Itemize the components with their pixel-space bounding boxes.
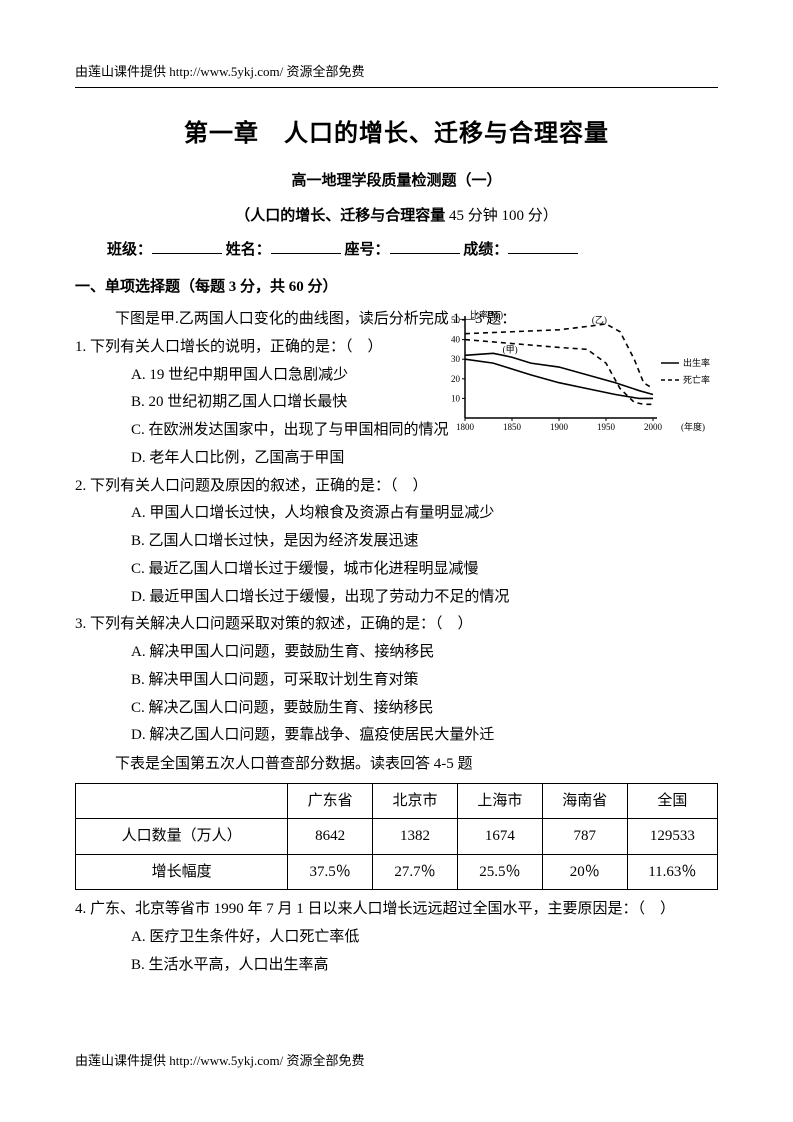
q1-d: D. 老年人口比例，乙国高于甲国 [75, 445, 718, 473]
th-bj: 北京市 [373, 783, 458, 819]
r1-c2: 1382 [373, 819, 458, 855]
svg-text:比率(‰): 比率(‰) [470, 309, 503, 320]
score-blank[interactable] [508, 240, 578, 254]
q2: 2. 下列有关人口问题及原因的叙述，正确的是：（ ） A. 甲国人口增长过快，人… [75, 473, 718, 612]
title-info-time: 45 分钟 100 分） [449, 208, 558, 224]
q3-b: B. 解决甲国人口问题，可采取计划生育对策 [75, 667, 718, 695]
seat-blank[interactable] [390, 240, 460, 254]
q3-d: D. 解决乙国人口问题，要靠战争、瘟疫使居民大量外迁 [75, 722, 718, 750]
svg-text:30: 30 [451, 354, 461, 364]
svg-text:1950: 1950 [597, 422, 616, 432]
svg-text:死亡率: 死亡率 [683, 374, 710, 385]
title-sub: 高一地理学段质量检测题（一） [75, 167, 718, 196]
r1-c4: 787 [542, 819, 627, 855]
page-header: 由莲山课件提供 http://www.5ykj.com/ 资源全部免费 [75, 60, 718, 85]
q4-stem: 4. 广东、北京等省市 1990 年 7 月 1 日以来人口增长远远超过全国水平… [75, 896, 718, 924]
r1-c1: 8642 [288, 819, 373, 855]
r1-c3: 1674 [457, 819, 542, 855]
name-label: 姓名： [226, 242, 271, 258]
th-gd: 广东省 [288, 783, 373, 819]
svg-text:40: 40 [451, 334, 461, 344]
q3-stem: 3. 下列有关解决人口问题采取对策的叙述，正确的是：（ ） [75, 611, 718, 639]
page-footer: 由莲山课件提供 http://www.5ykj.com/ 资源全部免费 [75, 1049, 365, 1074]
svg-text:1900: 1900 [550, 422, 569, 432]
table-header-row: 广东省 北京市 上海市 海南省 全国 [76, 783, 718, 819]
q4: 4. 广东、北京等省市 1990 年 7 月 1 日以来人口增长远远超过全国水平… [75, 896, 718, 979]
r2-label: 增长幅度 [76, 854, 288, 890]
r2-c3: 25.5％ [457, 854, 542, 890]
title-main: 第一章 人口的增长、迁移与合理容量 [75, 112, 718, 158]
q3-c: C. 解决乙国人口问题，要鼓励生育、接纳移民 [75, 695, 718, 723]
q4-b: B. 生活水平高，人口出生率高 [75, 952, 718, 980]
th-blank [76, 783, 288, 819]
th-sh: 上海市 [457, 783, 542, 819]
r2-c2: 27.7％ [373, 854, 458, 890]
class-label: 班级： [107, 242, 152, 258]
svg-text:(乙): (乙) [592, 315, 607, 325]
q2-b: B. 乙国人口增长过快，是因为经济发展迅速 [75, 528, 718, 556]
svg-text:2000: 2000 [644, 422, 663, 432]
name-blank[interactable] [271, 240, 341, 254]
section-1-head: 一、单项选择题（每题 3 分，共 60 分） [75, 273, 718, 302]
r1-c5: 129533 [627, 819, 717, 855]
score-label: 成绩： [463, 242, 508, 258]
q4-a: A. 医疗卫生条件好，人口死亡率低 [75, 924, 718, 952]
svg-text:出生率: 出生率 [683, 357, 710, 368]
q3: 3. 下列有关解决人口问题采取对策的叙述，正确的是：（ ） A. 解决甲国人口问… [75, 611, 718, 750]
class-blank[interactable] [152, 240, 222, 254]
svg-text:1800: 1800 [456, 422, 475, 432]
seat-label: 座号： [345, 242, 390, 258]
chart-svg: 10 20 30 40 50 1800 1850 1900 1950 2000 (年度) 比率(‰) (… [443, 308, 718, 438]
census-table: 广东省 北京市 上海市 海南省 全国 人口数量（万人） 8642 1382 16… [75, 783, 718, 891]
svg-text:20: 20 [451, 374, 461, 384]
title-info: （人口的增长、迁移与合理容量 45 分钟 100 分） [75, 202, 718, 231]
table-row: 人口数量（万人） 8642 1382 1674 787 129533 [76, 819, 718, 855]
r2-c5: 11.63％ [627, 854, 717, 890]
r2-c4: 20％ [542, 854, 627, 890]
svg-text:(年度): (年度) [681, 421, 705, 432]
q2-a: A. 甲国人口增长过快，人均粮食及资源占有量明显减少 [75, 500, 718, 528]
svg-text:1850: 1850 [503, 422, 522, 432]
population-chart: 10 20 30 40 50 1800 1850 1900 1950 2000 (年度) 比率(‰) (… [443, 308, 718, 438]
header-rule [75, 87, 718, 88]
r1-label: 人口数量（万人） [76, 819, 288, 855]
svg-text:50: 50 [451, 315, 461, 325]
q3-a: A. 解决甲国人口问题，要鼓励生育、接纳移民 [75, 639, 718, 667]
th-hn: 海南省 [542, 783, 627, 819]
r2-c1: 37.5％ [288, 854, 373, 890]
svg-text:10: 10 [451, 393, 461, 403]
svg-text:(甲): (甲) [503, 344, 518, 354]
table-row: 增长幅度 37.5％ 27.7％ 25.5％ 20％ 11.63％ [76, 854, 718, 890]
th-qg: 全国 [627, 783, 717, 819]
q2-c: C. 最近乙国人口增长过于缓慢，城市化进程明显减慢 [75, 556, 718, 584]
q2-d: D. 最近甲国人口增长过于缓慢，出现了劳动力不足的情况 [75, 584, 718, 612]
intro-2: 下表是全国第五次人口普查部分数据。读表回答 4-5 题 [75, 750, 718, 779]
form-line: 班级： 姓名： 座号： 成绩： [75, 236, 718, 265]
q2-stem: 2. 下列有关人口问题及原因的叙述，正确的是：（ ） [75, 473, 718, 501]
title-info-pre: （人口的增长、迁移与合理容量 [235, 208, 449, 224]
